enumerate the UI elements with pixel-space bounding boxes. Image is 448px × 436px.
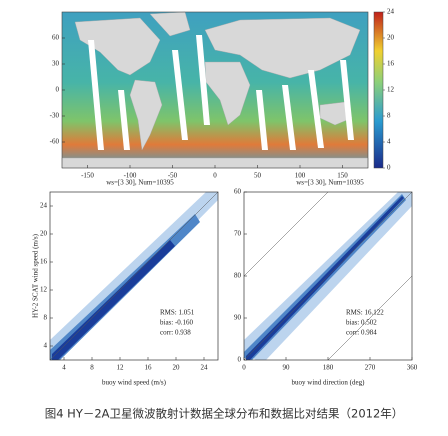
stat: corr: 0.984 <box>346 329 377 337</box>
x-axis-label: buoy wind speed (m/s) <box>102 379 167 387</box>
x-tick-label: 150 <box>337 172 348 180</box>
scatter-density <box>52 240 175 360</box>
x-tick-label: -100 <box>124 172 137 180</box>
stat: RMS: 1.051 <box>160 309 195 317</box>
y-tick-label: 60 <box>234 188 242 196</box>
x-tick-label: 12 <box>117 364 125 372</box>
x-tick-label: 16 <box>145 364 153 372</box>
y-tick-label: 24 <box>40 202 48 210</box>
y-tick-label: 90 <box>234 314 242 322</box>
offset-line <box>243 191 329 277</box>
continents <box>61 11 369 169</box>
colorbar-tick-label: 8 <box>387 112 391 120</box>
stat: bias: -0.160 <box>160 319 194 327</box>
x-tick-label: 270 <box>365 364 376 372</box>
y-tick-label: 60 <box>52 34 60 42</box>
y-tick-label: 16 <box>40 258 48 266</box>
colorbar-tick-label: 4 <box>387 138 391 146</box>
x-tick-label: 50 <box>254 172 262 180</box>
x-tick-label: 360 <box>407 364 418 372</box>
x-tick-label: 180 <box>323 364 334 372</box>
x-tick-label: -150 <box>81 172 94 180</box>
colorbar-tick-label: 16 <box>387 60 395 68</box>
scatter-density <box>246 196 404 360</box>
stat: RMS: 16.122 <box>346 309 384 317</box>
y-tick-label: -60 <box>50 138 60 146</box>
identity-line <box>243 191 413 361</box>
x-tick-label: 0 <box>213 172 217 180</box>
direction-panel: buoy wind direction (deg) RMS: 16.122 bi… <box>243 191 413 387</box>
y-tick-label: 80 <box>234 272 242 280</box>
map: ws=[3 30], Num=10395 ws=[3 30], Num=1039… <box>61 11 384 187</box>
axes-frame <box>49 191 219 361</box>
y-tick-label: -30 <box>50 112 60 120</box>
y-axis-label: HY-2 SCAT wind speed (m/s) <box>32 233 40 318</box>
y-tick-label: 0 <box>238 356 242 364</box>
x-tick-label: 8 <box>90 364 94 372</box>
offset-line <box>327 275 413 361</box>
y-tick-label: 8 <box>44 314 48 322</box>
x-tick-label: 24 <box>201 364 209 372</box>
x-tick-label: 0 <box>242 364 246 372</box>
y-tick-label: 20 <box>40 230 48 238</box>
x-tick-label: 90 <box>283 364 291 372</box>
y-tick-label: 0 <box>56 86 60 94</box>
map-footer: ws=[3 30], Num=10395 <box>296 179 364 187</box>
y-tick-label: 30 <box>52 60 60 68</box>
map-footer: ws=[3 30], Num=10395 <box>106 179 174 187</box>
identity-line <box>49 191 219 361</box>
stat: bias: 0.502 <box>346 319 377 327</box>
y-tick-label: 4 <box>44 342 48 350</box>
y-tick-label: 70 <box>234 230 242 238</box>
caption: 图4 HY－2A卫星微波散射计数据全球分布和数据比对结果（2012年） <box>45 407 404 421</box>
speed-panel: HY-2 SCAT wind speed (m/s) buoy wind spe… <box>32 191 219 387</box>
x-tick-label: 20 <box>173 364 181 372</box>
colorbar-tick-label: 24 <box>387 8 395 16</box>
x-tick-label: 4 <box>62 364 66 372</box>
colorbar-tick-label: 20 <box>387 34 395 42</box>
colorbar-tick-label: 12 <box>387 86 395 94</box>
colorbar-tick-label: 0 <box>387 164 391 172</box>
y-tick-label: 12 <box>40 286 48 294</box>
stat: corr: 0.938 <box>160 329 191 337</box>
x-tick-label: -50 <box>168 172 178 180</box>
x-tick-label: 100 <box>295 172 306 180</box>
x-axis-label: buoy wind direction (deg) <box>292 379 366 387</box>
swaths <box>88 35 354 150</box>
colorbar <box>373 11 384 169</box>
